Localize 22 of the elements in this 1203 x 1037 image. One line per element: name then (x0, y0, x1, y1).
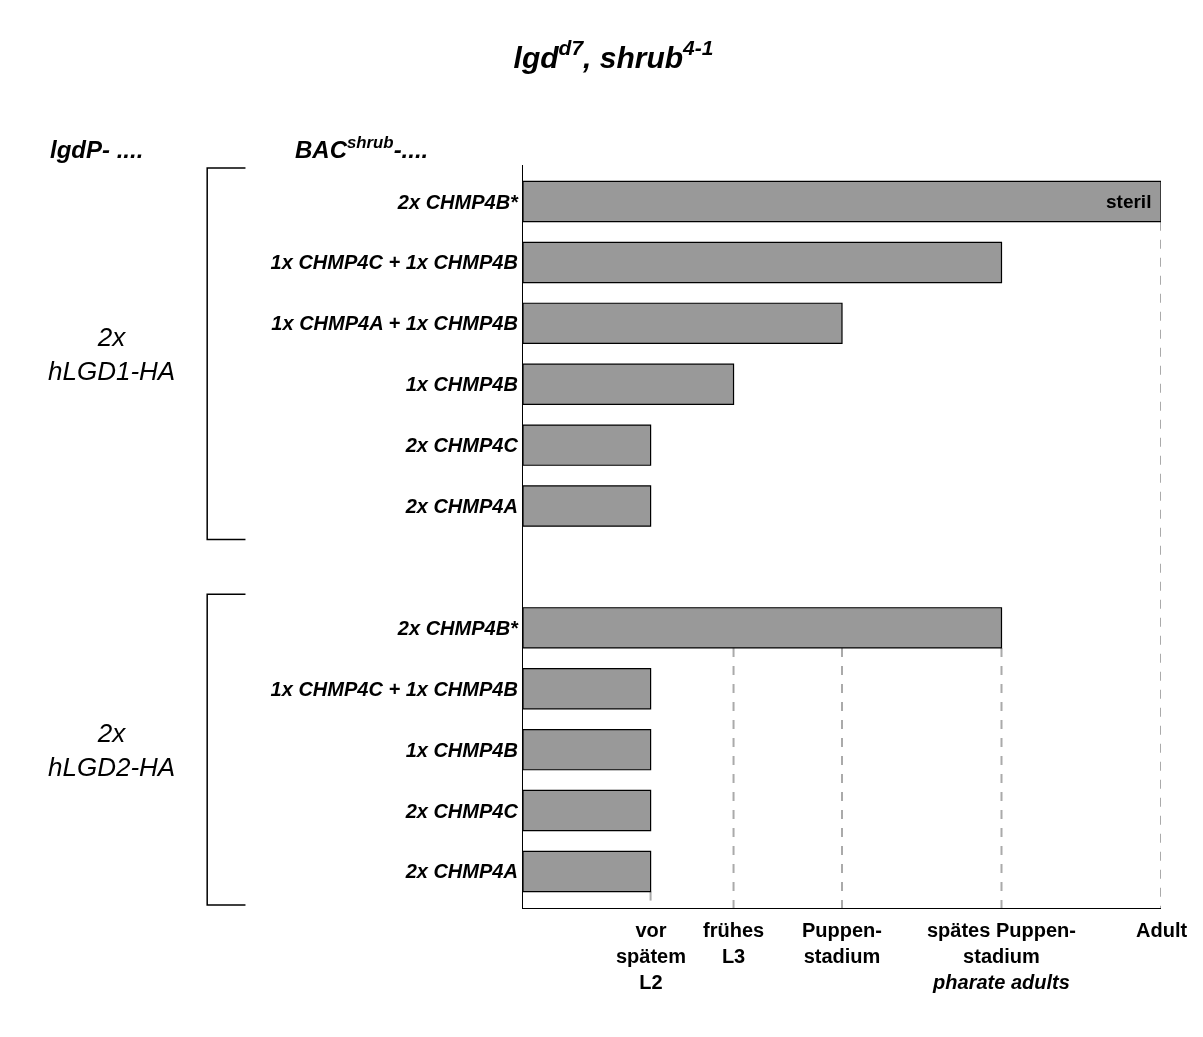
text: BAC$^{shrub}$-.... (295, 133, 429, 164)
y-tick-label: 1x CHMP4A + 1x CHMP4B (271, 312, 518, 335)
y-tick-label: 1x CHMP4B (405, 738, 518, 761)
y-tick-label: 2x CHMP4C (404, 434, 519, 457)
y-tick-label: 1x CHMP4C + 1x CHMP4B (270, 677, 518, 700)
y-tick-label: 2x CHMP4A (404, 860, 518, 883)
y-tick-label: 2x CHMP4C (404, 799, 519, 822)
text: 2x hLGD2-HA (48, 718, 176, 782)
annotation: steril (1106, 191, 1152, 212)
text: 2x hLGD1-HA (48, 322, 176, 386)
chart-title: lgd$^{d7}$, shrub$^{4-1}$ (513, 36, 714, 74)
y-tick-label: 2x CHMP4B* (396, 616, 520, 639)
y-tick-label: 1x CHMP4C + 1x CHMP4B (270, 251, 518, 274)
y-tick-label: 1x CHMP4B (405, 373, 518, 396)
ref-line-label: Adult (1136, 919, 1188, 941)
ref-line-label: spätes Puppen- stadium pharate adults (927, 919, 1076, 993)
text: lgdP- .... (50, 136, 144, 163)
ref-line-label: vor spätem L2 (616, 919, 687, 993)
y-tick-label: 2x CHMP4A (404, 495, 518, 518)
ref-line-label: Puppen- stadium (802, 919, 882, 967)
y-tick-label: 2x CHMP4B* (396, 190, 520, 213)
ref-line-label: frühes L3 (703, 919, 765, 967)
